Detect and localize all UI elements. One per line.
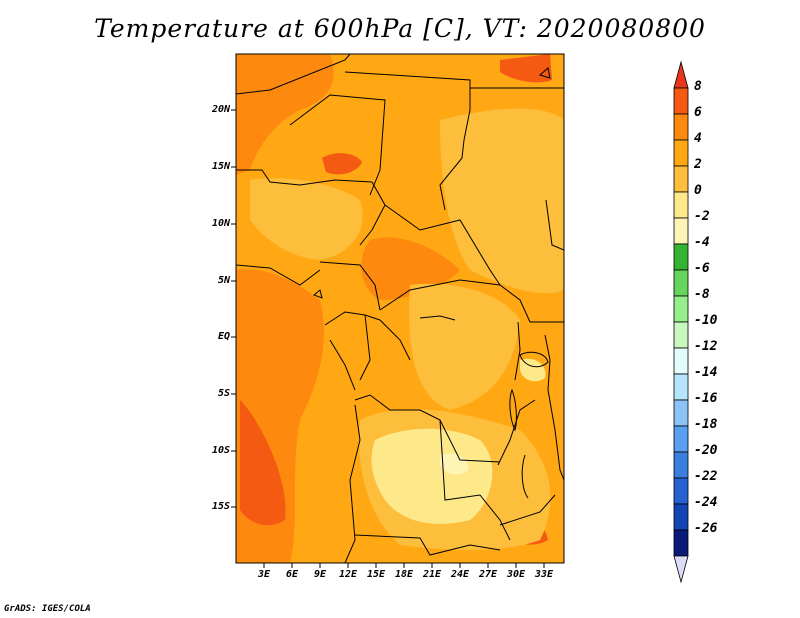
colorbar-swatch [673,503,689,531]
colorbar [673,60,689,584]
colorbar-label: -16 [694,391,718,406]
colorbar-swatch [673,217,689,245]
warm-zone-sw [240,400,286,526]
colorbar-label: -24 [694,495,718,510]
lat-label-15n: 15N [211,161,230,172]
colorbar-swatch [673,425,689,453]
colorbar-label: 6 [694,105,702,120]
cool-zone-nw [250,178,363,260]
colorbar-label: 0 [694,183,702,198]
cool-zone-center [409,283,520,410]
colorbar-label: 8 [694,79,702,94]
warm-zone-north [236,54,334,175]
colorbar-swatch [673,269,689,297]
country-boundaries [236,54,564,563]
warm-spot-ne [500,54,552,83]
colorbar-swatch [673,113,689,141]
colorbar-swatch [673,373,689,401]
lon-label-30e: 30E [506,569,526,580]
colorbar-swatch [673,295,689,323]
lon-label-18e: 18E [394,569,414,580]
lat-label-5s: 5S [217,388,230,399]
chart-title: Temperature at 600hPa [C], VT: 202008080… [94,14,706,43]
colorbar-label: -20 [694,443,718,458]
lat-ticks [231,109,236,508]
colorbar-swatch [673,139,689,167]
colorbar-swatch [673,451,689,479]
colorbar-label: 4 [694,131,702,146]
lat-label-20n: 20N [211,104,230,115]
cool-zone-east [440,108,564,294]
pale-spot-2 [520,358,546,382]
colorbar-swatch [673,529,689,557]
lakes [313,67,551,499]
colorbar-label: -2 [694,209,710,224]
colorbar-swatch [673,321,689,349]
pale-zone-south [371,428,493,524]
map-frame [235,53,565,564]
grads-credit: GrADS: IGES/COLA [4,604,91,614]
colorbar-swatch [673,243,689,271]
colorbar-swatch [673,477,689,505]
lon-label-33e: 33E [534,569,554,580]
lon-label-9e: 9E [313,569,327,580]
warm-spot-north [322,153,362,175]
lon-ticks [263,563,545,568]
lat-label-10s: 10S [211,445,230,456]
colorbar-swatch [673,191,689,219]
lon-label-15e: 15E [366,569,386,580]
colorbar-bottom-arrow [673,555,689,584]
colorbar-label: -4 [694,235,710,250]
lon-label-24e: 24E [450,569,470,580]
lat-label-eq: EQ [217,331,230,342]
colorbar-swatch [673,399,689,427]
lat-label-10n: 10N [211,218,230,229]
colorbar-label: -14 [694,365,718,380]
lat-label-15s: 15S [211,501,230,512]
colorbar-swatch [673,165,689,193]
lon-label-21e: 21E [422,569,442,580]
colorbar-label: -8 [694,287,710,302]
colorbar-label: -6 [694,261,710,276]
lat-label-5n: 5N [217,275,230,286]
colorbar-top-arrow [673,60,689,89]
colorbar-swatch [673,347,689,375]
colorbar-label: -12 [694,339,718,354]
lon-label-6e: 6E [285,569,299,580]
pale-spot-1 [440,453,469,475]
lon-label-27e: 27E [478,569,498,580]
colorbar-label: -22 [694,469,718,484]
lon-label-12e: 12E [338,569,358,580]
colorbar-label: 2 [694,157,702,172]
lon-label-3e: 3E [257,569,271,580]
colorbar-swatch [673,87,689,115]
colorbar-label: -26 [694,521,718,536]
colorbar-label: -10 [694,313,718,328]
colorbar-label: -18 [694,417,718,432]
temperature-field [236,54,564,563]
